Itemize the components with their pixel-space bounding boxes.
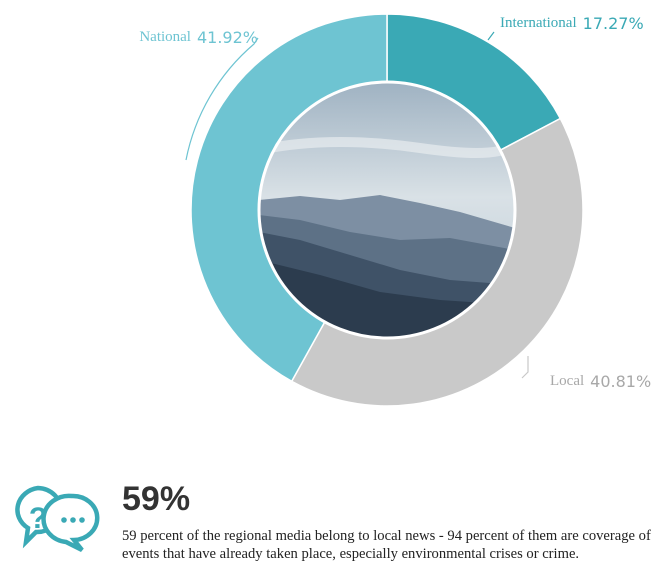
- segment-name: Local: [550, 373, 584, 389]
- callout-headline: 59%: [122, 480, 191, 518]
- segment-value: 17.27%: [583, 14, 644, 33]
- segment-value: 40.81%: [590, 372, 651, 391]
- svg-text:?: ?: [29, 502, 47, 535]
- icon: ?: [15, 485, 100, 553]
- callout-text: 59 percent of the regional media belong …: [122, 528, 651, 562]
- segment-name: National: [139, 29, 191, 45]
- segment-label: National 41.92%: [139, 28, 258, 47]
- center-photo: [259, 82, 515, 338]
- segment-value: 41.92%: [197, 28, 258, 47]
- leader-lines: [185, 31, 529, 379]
- segment-label: Local 40.81%: [550, 372, 651, 391]
- segment-label: International 17.27%: [500, 14, 644, 33]
- segment-name: International: [500, 15, 577, 31]
- photo-ring: [257, 80, 517, 340]
